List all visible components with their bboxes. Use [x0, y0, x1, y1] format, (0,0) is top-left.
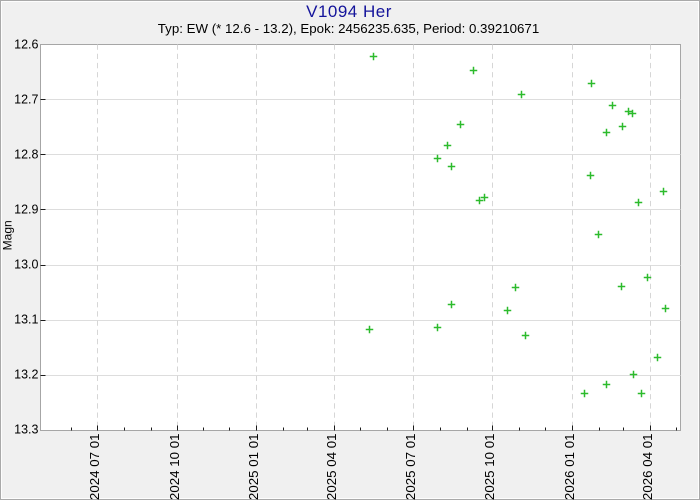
- svg-text:12.9: 12.9: [14, 202, 38, 216]
- svg-text:2024 07 01: 2024 07 01: [87, 434, 102, 500]
- svg-text:12.8: 12.8: [14, 147, 38, 161]
- svg-text:12.6: 12.6: [14, 37, 38, 51]
- svg-text:2025 10 01: 2025 10 01: [482, 434, 497, 500]
- svg-text:13.3: 13.3: [14, 422, 38, 436]
- svg-text:13.0: 13.0: [14, 257, 38, 271]
- svg-text:Magn: Magn: [1, 220, 15, 250]
- svg-text:2025 01 01: 2025 01 01: [246, 434, 261, 500]
- svg-text:2025 07 01: 2025 07 01: [403, 434, 418, 500]
- svg-text:2024 10 01: 2024 10 01: [167, 434, 182, 500]
- svg-text:13.1: 13.1: [14, 312, 38, 326]
- svg-text:2026 01 01: 2026 01 01: [562, 434, 577, 500]
- svg-text:Typ: EW (* 12.6 - 13.2), Epok:: Typ: EW (* 12.6 - 13.2), Epok: 2456235.6…: [158, 21, 539, 36]
- svg-text:12.7: 12.7: [14, 92, 38, 106]
- svg-text:13.2: 13.2: [14, 367, 38, 381]
- svg-text:2025 04 01: 2025 04 01: [324, 434, 339, 500]
- svg-text:2026 04 01: 2026 04 01: [640, 434, 655, 500]
- svg-text:V1094 Her: V1094 Her: [306, 2, 392, 21]
